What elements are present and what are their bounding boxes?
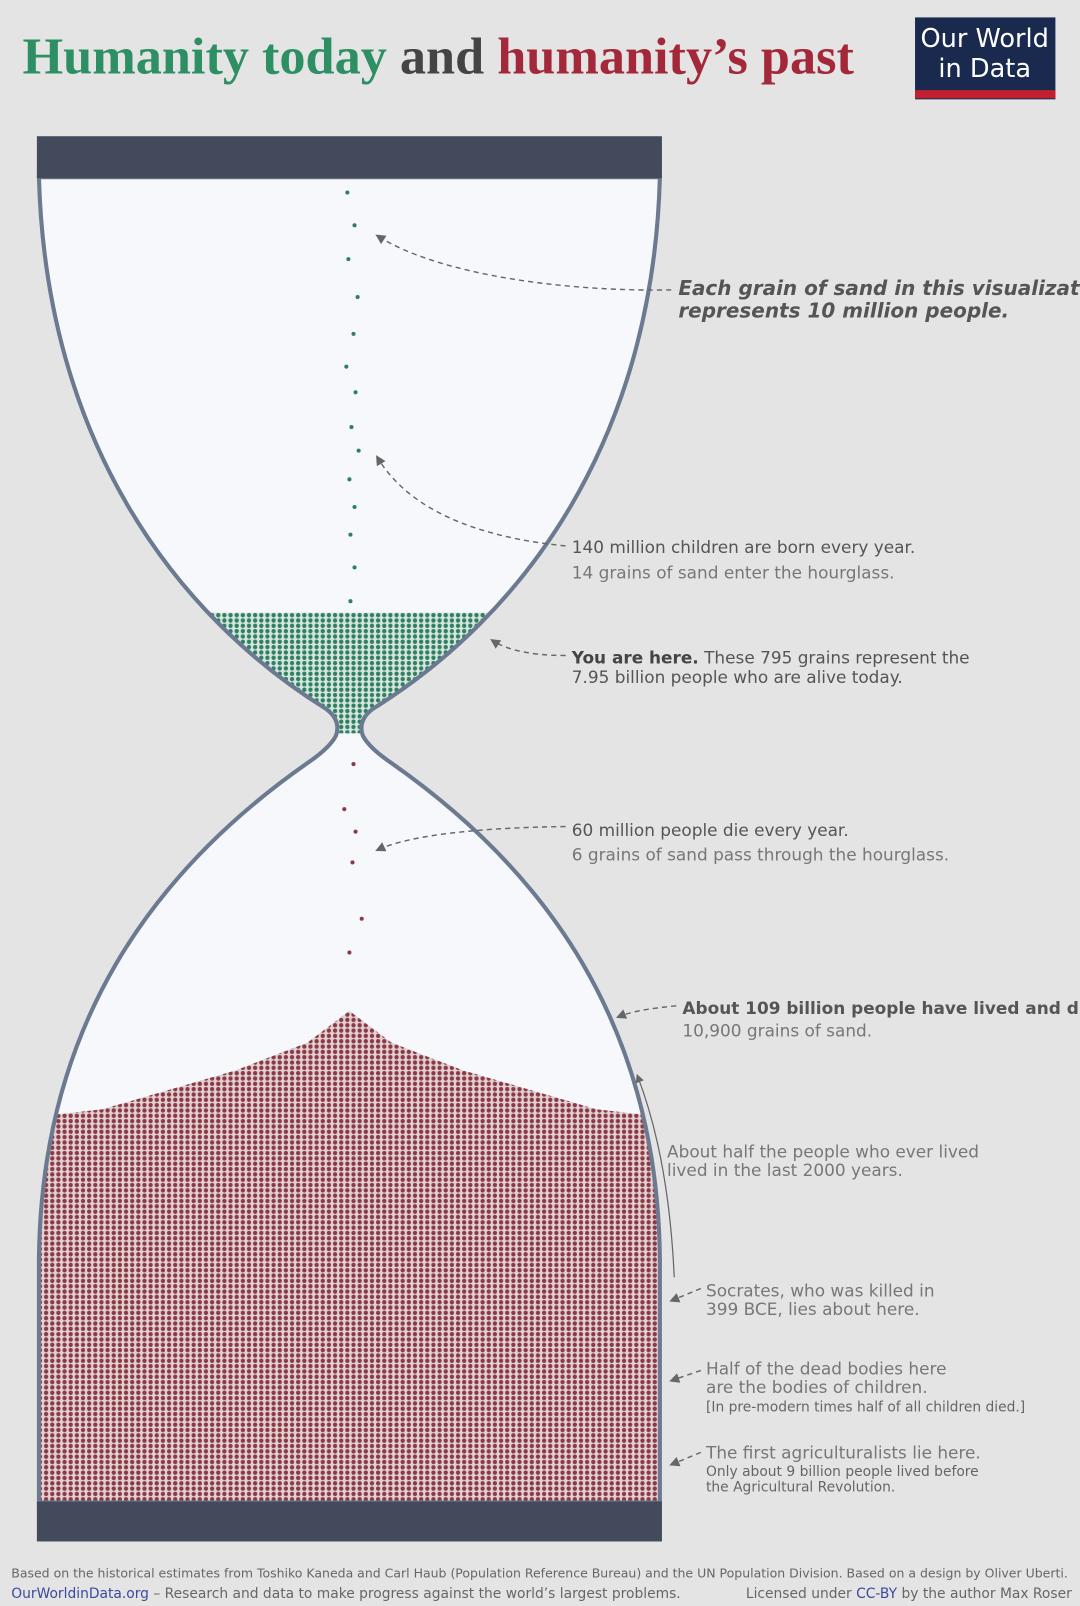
license-link[interactable]: CC-BY — [856, 1586, 898, 1602]
annotation: Only about 9 billion people lived before — [706, 1464, 979, 1480]
annotation: [In pre-modern times half of all childre… — [706, 1399, 1025, 1415]
annotation: 7.95 billion people who are alive today. — [572, 667, 903, 687]
title: Humanity today and humanity’s past — [23, 28, 855, 86]
license-text: by the author Max Roser — [897, 1586, 1072, 1602]
annotation: You are here. These 795 grains represent… — [571, 648, 970, 668]
annotation: About half the people who ever lived — [667, 1141, 979, 1161]
title-part: humanity’s past — [497, 28, 854, 86]
annotation: 6 grains of sand pass through the hourgl… — [572, 844, 949, 864]
logo[interactable]: Our World in Data — [915, 17, 1056, 100]
annotation: Each grain of sand in this visualization — [678, 276, 1080, 300]
arrows — [375, 234, 702, 1467]
annotation: represents 10 million people. — [678, 299, 1009, 323]
annotation: 140 million children are born every year… — [572, 537, 916, 557]
logo-text: Our World — [920, 24, 1048, 54]
footer: Based on the historical estimates from T… — [11, 1565, 1072, 1601]
annotation-text: These 795 grains represent the — [699, 648, 970, 668]
license-text: Licensed under — [746, 1586, 856, 1602]
annotation: 10,900 grains of sand. — [682, 1021, 872, 1041]
annotation: The first agriculturalists lie here. — [705, 1443, 981, 1463]
annotation: About 109 billion people have lived and … — [682, 998, 1080, 1018]
annotation: 399 BCE, lies about here. — [706, 1299, 920, 1319]
annotation: lived in the last 2000 years. — [667, 1160, 903, 1180]
annotation: 60 million people die every year. — [572, 820, 849, 840]
tagline: – Research and data to make progress aga… — [149, 1586, 681, 1602]
footer-site: OurWorldinData.org – Research and data t… — [11, 1586, 680, 1602]
annotations: Each grain of sand in this visualization… — [571, 276, 1080, 1495]
annotation: are the bodies of children. — [706, 1377, 928, 1397]
logo-text: in Data — [938, 54, 1031, 84]
dead-sand — [38, 1010, 660, 1503]
annotation: 14 grains of sand enter the hourglass. — [572, 563, 895, 583]
annotation: Half of the dead bodies here — [706, 1359, 947, 1379]
annotation: the Agricultural Revolution. — [706, 1479, 895, 1495]
title-part: and — [400, 28, 484, 86]
site-link[interactable]: OurWorldinData.org — [11, 1586, 149, 1602]
annotation: Socrates, who was killed in — [706, 1281, 935, 1301]
footer-sources: Based on the historical estimates from T… — [11, 1565, 1068, 1580]
footer-license: Licensed under CC-BY by the author Max R… — [746, 1586, 1072, 1602]
annotation-bold: You are here. — [571, 648, 699, 668]
title-part: Humanity today — [23, 28, 387, 86]
